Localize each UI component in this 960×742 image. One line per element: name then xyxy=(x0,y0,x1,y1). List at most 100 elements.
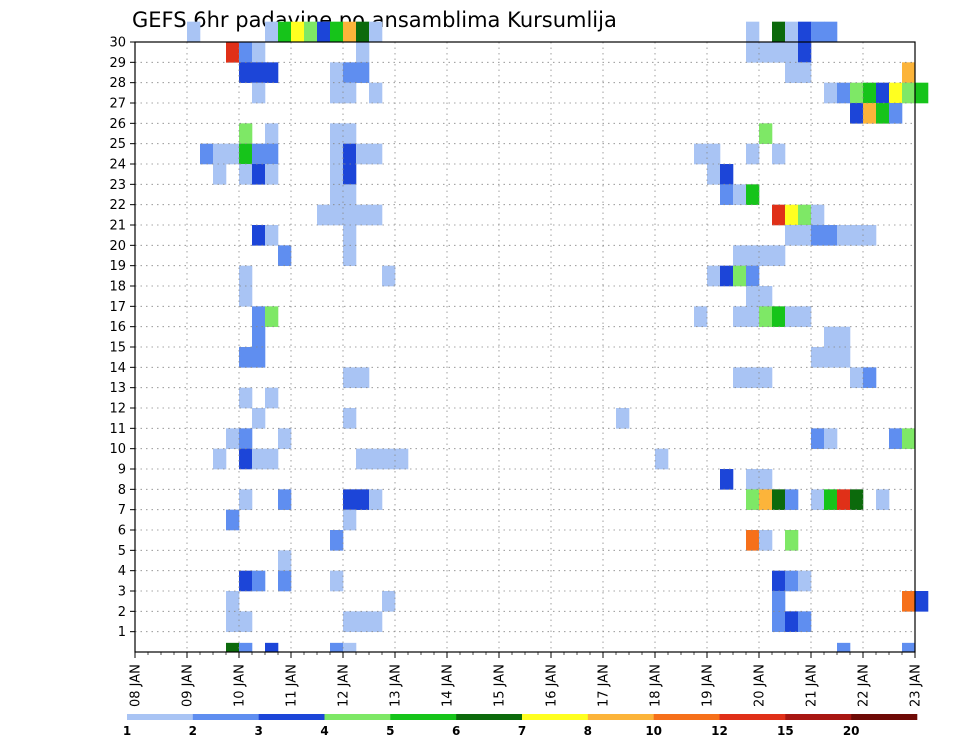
heatmap-cell xyxy=(850,82,864,104)
heatmap-cell xyxy=(356,21,370,43)
heatmap-cell xyxy=(733,306,747,327)
heatmap-cell xyxy=(772,611,786,632)
heatmap-cell xyxy=(356,489,370,510)
heatmap-cell xyxy=(759,367,773,388)
y-tick-label: 6 xyxy=(118,523,126,538)
heatmap-cell xyxy=(759,42,773,63)
heatmap-cell xyxy=(226,591,240,612)
heatmap-cell xyxy=(798,42,812,63)
heatmap-cell xyxy=(304,21,318,43)
y-tick-label: 28 xyxy=(109,76,126,91)
heatmap-cell xyxy=(330,82,344,104)
heatmap-cell xyxy=(811,347,825,368)
heatmap-cell xyxy=(252,408,266,429)
heatmap-cell xyxy=(837,225,851,246)
heatmap-cell xyxy=(798,204,812,226)
heatmap-cell xyxy=(265,225,279,246)
colorbar-swatch xyxy=(324,714,391,720)
heatmap-cell xyxy=(239,642,253,653)
colorbar-swatch xyxy=(456,714,523,720)
heatmap-cell xyxy=(785,21,799,43)
heatmap-cell xyxy=(330,62,344,83)
heatmap-cell xyxy=(252,347,266,368)
heatmap-cell xyxy=(343,245,357,266)
heatmap-cell xyxy=(369,204,383,226)
heatmap-cell xyxy=(837,489,851,510)
heatmap-cell xyxy=(369,21,383,43)
heatmap-cell xyxy=(265,387,279,409)
y-tick-label: 18 xyxy=(109,279,126,294)
heatmap-cell xyxy=(746,265,760,287)
heatmap-cell xyxy=(746,21,760,43)
heatmap-cell xyxy=(213,448,227,470)
heatmap-cell xyxy=(759,245,773,266)
y-tick-label: 11 xyxy=(109,422,126,437)
heatmap-cell xyxy=(759,123,773,144)
heatmap-cell xyxy=(824,489,838,510)
y-tick-label: 25 xyxy=(109,137,126,152)
heatmap-cell xyxy=(265,306,279,327)
heatmap-cell xyxy=(265,448,279,470)
colorbar-label: 12 xyxy=(711,724,728,738)
heatmap-cell xyxy=(356,367,370,388)
heatmap-cell xyxy=(369,611,383,632)
colorbar-swatch xyxy=(785,714,852,720)
heatmap-cell xyxy=(265,62,279,83)
heatmap-cell xyxy=(720,265,734,287)
heatmap-cell xyxy=(239,448,253,470)
heatmap-cell xyxy=(252,143,266,165)
heatmap-cells xyxy=(187,21,929,653)
heatmap-cell xyxy=(330,642,344,653)
heatmap-cell xyxy=(239,123,253,144)
heatmap-cell xyxy=(785,489,799,510)
heatmap-cell xyxy=(252,570,266,592)
heatmap-cell xyxy=(850,103,864,124)
heatmap-cell xyxy=(785,225,799,246)
heatmap-cell xyxy=(746,489,760,510)
heatmap-cell xyxy=(343,62,357,83)
heatmap-cell xyxy=(356,143,370,165)
heatmap-cell xyxy=(798,611,812,632)
colorbar-swatch xyxy=(390,714,457,720)
heatmap-cell xyxy=(863,82,877,104)
heatmap-cell xyxy=(369,489,383,510)
heatmap-cell xyxy=(746,367,760,388)
heatmap-cell xyxy=(876,103,890,124)
y-tick-label: 21 xyxy=(109,218,126,233)
heatmap-cell xyxy=(837,347,851,368)
heatmap-cell xyxy=(785,42,799,63)
y-tick-label: 26 xyxy=(109,117,126,132)
heatmap-cell xyxy=(343,225,357,246)
colorbar-swatch xyxy=(719,714,786,720)
y-tick-label: 24 xyxy=(109,157,126,172)
heatmap-cell xyxy=(694,306,708,327)
heatmap-cell xyxy=(811,225,825,246)
heatmap-cell xyxy=(239,428,253,449)
heatmap-cell xyxy=(902,428,916,449)
heatmap-cell xyxy=(239,164,253,185)
heatmap-cell xyxy=(824,21,838,43)
heatmap-cell xyxy=(343,143,357,165)
colorbar-swatch xyxy=(522,714,589,720)
y-tick-label: 2 xyxy=(118,605,126,620)
colorbar-label: 15 xyxy=(777,724,794,738)
y-tick-label: 5 xyxy=(118,544,126,559)
heatmap-cell xyxy=(863,103,877,124)
heatmap-cell xyxy=(226,611,240,632)
heatmap-cell xyxy=(759,530,773,551)
heatmap-cell xyxy=(239,570,253,592)
y-tick-label: 12 xyxy=(109,401,126,416)
colorbar-label: 10 xyxy=(645,724,662,738)
heatmap-cell xyxy=(278,550,292,571)
heatmap-cell xyxy=(382,265,396,287)
heatmap-cell xyxy=(772,21,786,43)
heatmap-cell xyxy=(811,204,825,226)
heatmap-cell xyxy=(837,82,851,104)
y-tick-label: 9 xyxy=(118,462,126,477)
heatmap-cell xyxy=(226,428,240,449)
heatmap-cell xyxy=(343,367,357,388)
heatmap-cell xyxy=(824,82,838,104)
heatmap-cell xyxy=(811,489,825,510)
heatmap-cell xyxy=(343,509,357,531)
